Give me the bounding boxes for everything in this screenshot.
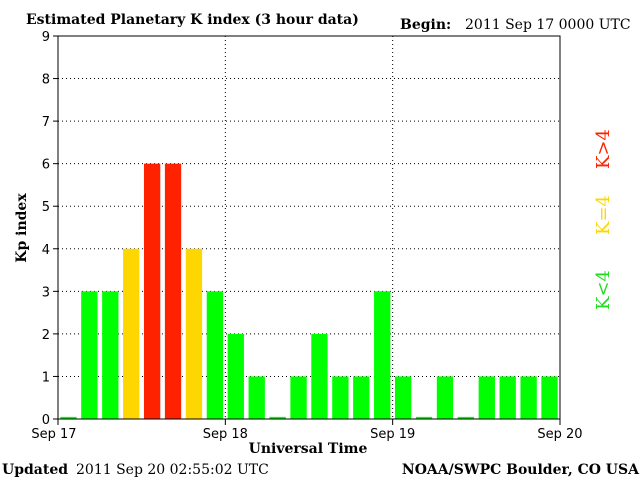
legend-high: K>4 (593, 129, 614, 169)
kp-bar (123, 248, 140, 419)
kp-bar (227, 333, 244, 419)
kp-bar (520, 376, 537, 419)
bars (60, 163, 558, 419)
begin-label: Begin: (400, 17, 451, 33)
x-axis-label: Universal Time (249, 441, 368, 457)
kp-bar (457, 416, 475, 419)
y-tick-label: 3 (42, 285, 50, 300)
kp-bar (499, 376, 516, 419)
y-tick-label: 5 (42, 200, 50, 215)
kp-bar (248, 376, 265, 419)
x-tick-label: Sep 20 (537, 427, 582, 442)
kp-bar (290, 376, 307, 419)
x-tick-label: Sep 17 (31, 427, 76, 442)
kp-bar (436, 376, 454, 419)
kp-bar (102, 291, 119, 419)
kp-bar (415, 416, 433, 419)
plot-frame (57, 35, 561, 420)
y-tick-label: 9 (42, 30, 50, 45)
kp-bar (353, 376, 370, 419)
x-axis-ticks: Sep 17 Sep 18 Sep 19 Sep 20 (31, 419, 583, 442)
legend-low: K<4 (593, 270, 614, 310)
kp-bar (541, 376, 558, 419)
y-tick-label: 2 (42, 328, 50, 343)
kp-bar (164, 163, 182, 419)
kp-bar (143, 163, 161, 419)
kp-bar (374, 291, 391, 419)
y-tick-label: 0 (42, 413, 50, 428)
y-tick-label: 6 (42, 158, 50, 173)
kp-bar (60, 416, 77, 419)
y-axis-ticks: 0 1 2 3 4 5 6 7 8 9 (42, 30, 58, 428)
y-axis-label: Kp index (14, 193, 30, 263)
updated-label: Updated (2, 462, 68, 478)
y-tick-label: 1 (42, 370, 50, 385)
y-tick-label: 7 (42, 115, 50, 130)
kp-bar (206, 291, 224, 419)
kp-bar (185, 248, 203, 419)
updated-value: 2011 Sep 20 02:55:02 UTC (76, 462, 269, 478)
y-tick-label: 4 (42, 243, 50, 258)
source-credit: NOAA/SWPC Boulder, CO USA (402, 462, 640, 478)
x-tick-label: Sep 19 (370, 427, 415, 442)
kp-bar (269, 416, 286, 419)
chart-title: Estimated Planetary K index (3 hour data… (26, 12, 359, 28)
kp-bar (81, 291, 98, 419)
begin-value: 2011 Sep 17 0000 UTC (465, 17, 631, 33)
kp-bar (332, 376, 349, 419)
y-tick-label: 8 (42, 73, 50, 88)
kp-bar (478, 376, 495, 419)
x-tick-label: Sep 18 (203, 427, 248, 442)
kp-bar (394, 376, 412, 419)
legend-mid: K=4 (593, 195, 614, 235)
kp-bar (311, 333, 328, 419)
